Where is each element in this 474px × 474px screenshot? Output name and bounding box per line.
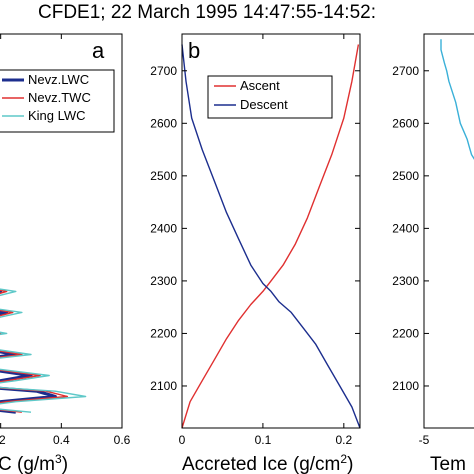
ytick-label-b-1: 2200	[150, 326, 177, 340]
ytick-label-c-2: 2300	[392, 274, 419, 288]
xlabel-close-b: )	[347, 454, 353, 474]
ytick-label-b-5: 2600	[150, 116, 177, 130]
legend-entry-b-0: Ascent	[240, 78, 280, 93]
xlabel-superscript-b: 2	[340, 452, 347, 466]
ytick-label-b-3: 2400	[150, 221, 177, 235]
legend-entry-a-0: Nevz.LWC	[28, 72, 89, 87]
panel-letter-a: a	[92, 38, 105, 63]
legend-box-b	[207, 75, 333, 119]
axes-box-b	[181, 33, 361, 429]
ytick-label-c-0: 2100	[392, 379, 419, 393]
panel-letter-b: b	[188, 38, 200, 63]
xtick-label-b-2: 0.2	[335, 433, 352, 447]
ytick-label-c-5: 2600	[392, 116, 419, 130]
panel-c: -5-42100220023002400250026002700Tem	[392, 33, 474, 474]
ytick-label-b-6: 2700	[150, 64, 177, 78]
xlabel-c: Tem	[430, 454, 466, 474]
xtick-label-b-0: 0	[179, 433, 186, 447]
ytick-label-c-4: 2500	[392, 169, 419, 183]
axes-box-c	[423, 33, 474, 429]
xlabel-a: C (g/m3)	[0, 452, 68, 474]
figure-title: CFDE1; 22 March 1995 14:47:55-14:52:	[38, 2, 376, 23]
xlabel-superscript-a: 3	[55, 452, 62, 466]
xtick-label-a-1: 0.4	[53, 433, 70, 447]
legend-entry-b-1: Descent	[240, 97, 288, 112]
xtick-label-b-1: 0.1	[255, 433, 272, 447]
xlabel-close-a: )	[62, 454, 68, 474]
series-line-a-2	[0, 288, 87, 413]
xlabel-b: Accreted Ice (g/cm2)	[182, 452, 353, 474]
ytick-label-b-2: 2300	[150, 274, 177, 288]
panel-b: 0 0.1 0.2 2100 2200 2300 2400 2500 2600 2700 b Accr…	[150, 33, 361, 474]
ytick-label-c-3: 2400	[392, 221, 419, 235]
ytick-label-c-6: 2700	[392, 64, 419, 78]
panel-a: .2 0.4 0.6 a C (g/m3) Nevz.LWC Nevz.TWC King LW…	[0, 33, 131, 474]
xtick-label-a-0: .2	[0, 433, 6, 447]
legend-entry-a-2: King LWC	[28, 108, 86, 123]
series-line-c-0	[440, 39, 474, 160]
legend-entry-a-1: Nevz.TWC	[28, 90, 91, 105]
legend-box-a	[0, 69, 115, 133]
series-line-b-1	[181, 44, 361, 429]
ytick-label-c-1: 2200	[392, 326, 419, 340]
ytick-label-b-0: 2100	[150, 379, 177, 393]
series-line-b-0	[181, 44, 360, 429]
xtick-label-a-2: 0.6	[114, 433, 131, 447]
axes-box-a	[0, 33, 123, 429]
xtick-label-c-0: -5	[419, 433, 430, 447]
ytick-label-b-4: 2500	[150, 169, 177, 183]
